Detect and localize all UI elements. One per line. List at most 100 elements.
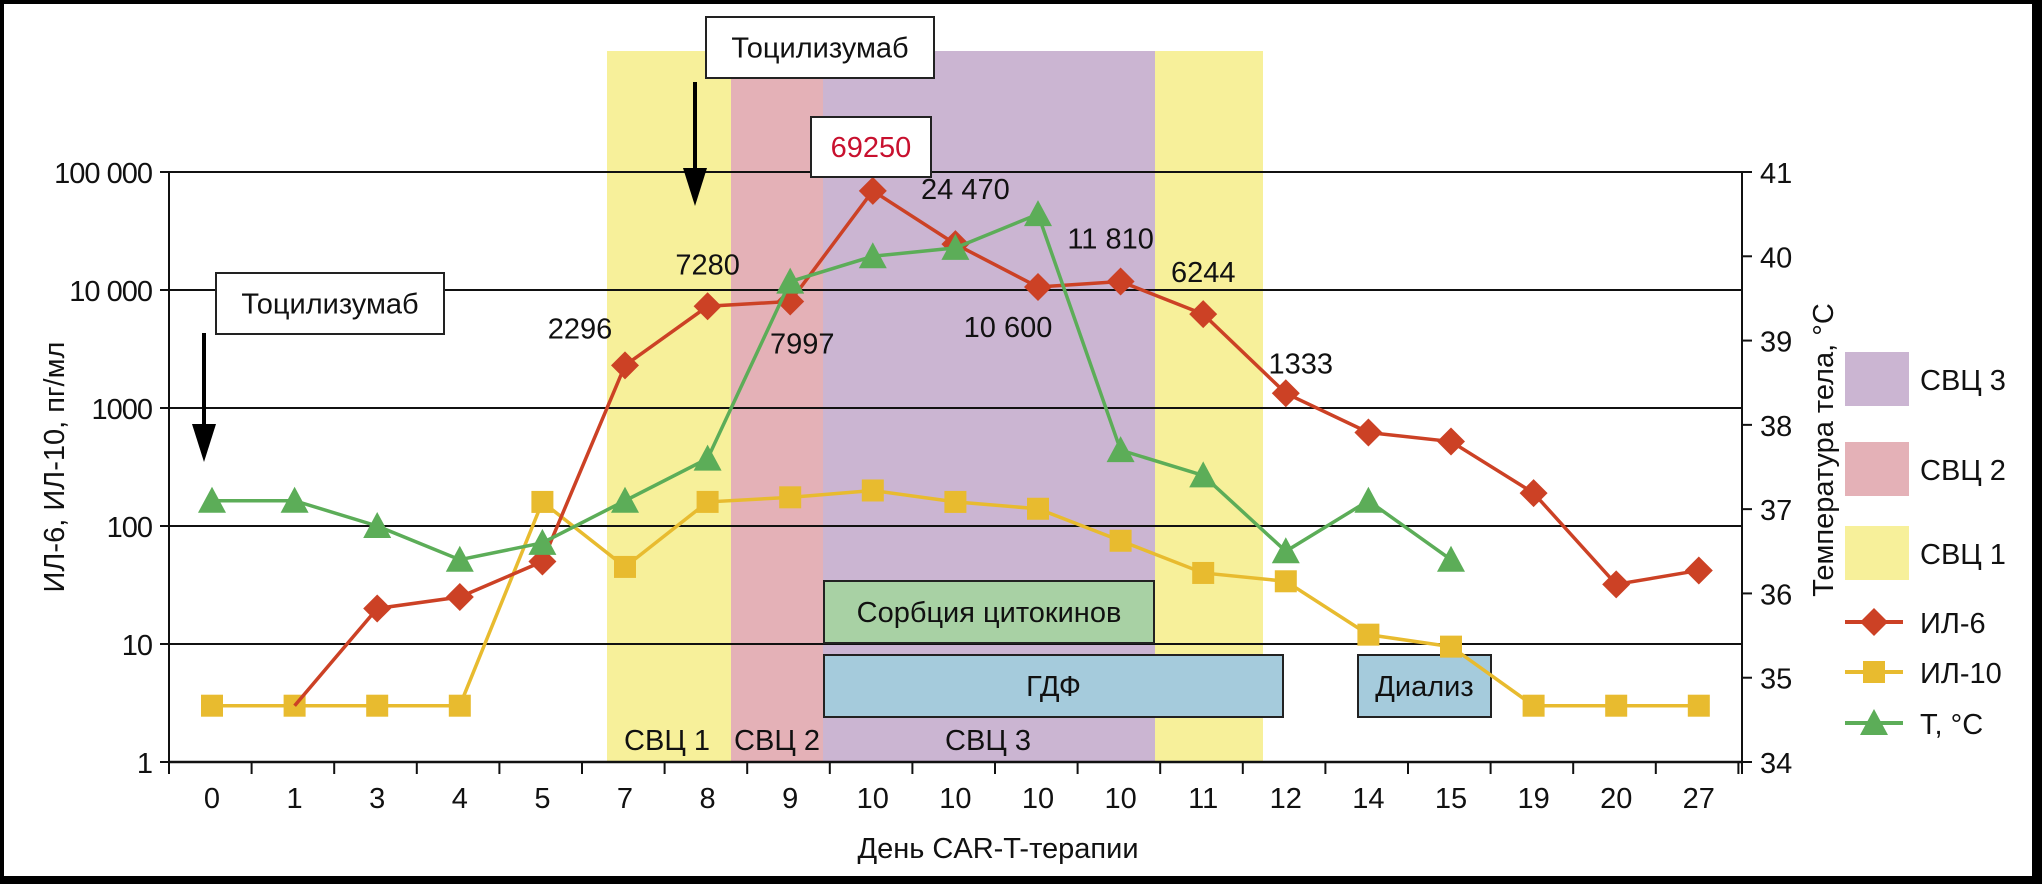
therapy-bar-label: Диализ <box>1375 671 1473 703</box>
data-label: 10 600 <box>964 312 1053 344</box>
y-tick-label: 100 <box>107 512 152 544</box>
annotation-box <box>705 16 935 79</box>
data-point <box>1354 486 1383 513</box>
therapy-bar <box>1357 654 1492 718</box>
y-tick-label: 100 000 <box>54 158 152 190</box>
legend-swatch <box>1845 526 1909 580</box>
legend-marker <box>1860 709 1888 735</box>
data-point <box>1522 694 1545 717</box>
series-1 <box>201 479 1710 717</box>
therapy-bar <box>823 580 1155 644</box>
data-point <box>611 486 639 513</box>
therapy-bar-label: Сорбция цитокинов <box>857 597 1122 629</box>
data-label: 24 470 <box>921 174 1010 206</box>
tocilizumab-annotation: Тоцилизумаб <box>192 272 445 462</box>
y2-tick-label: 34 <box>1760 748 1792 780</box>
phase-band-label: СВЦ 3 <box>945 725 1031 757</box>
series <box>198 176 1713 717</box>
chart-canvas: СВЦ 1 СВЦ 2 СВЦ 3 1 10 100 1000 10 000 100 000 … <box>4 4 2032 876</box>
data-point <box>1684 556 1713 585</box>
data-point <box>858 176 887 205</box>
data-point <box>363 594 392 623</box>
x-tick-label: 10 <box>1104 783 1136 815</box>
y2-tick-label: 39 <box>1760 327 1792 359</box>
series-line <box>293 188 1700 707</box>
data-label: 2296 <box>548 313 613 345</box>
x-tick-label: 20 <box>1600 783 1632 815</box>
x-tick-label: 11 <box>1188 783 1218 815</box>
data-point <box>1437 427 1465 456</box>
y2-tick-label: 41 <box>1760 158 1792 190</box>
therapy-bar-label: ГДФ <box>1026 671 1081 703</box>
data-point <box>1687 694 1710 717</box>
legend-item: СВЦ 3 <box>1845 352 2006 406</box>
x-tick-label: 10 <box>1022 783 1054 815</box>
arrow-down-icon <box>683 168 707 206</box>
x-tick-label: 0 <box>204 783 220 815</box>
data-point <box>1189 461 1218 488</box>
peak-value-label: 69250 <box>831 132 912 164</box>
data-point <box>1354 418 1383 447</box>
x-tick-label: 15 <box>1435 783 1467 815</box>
x-tick-label: 9 <box>782 783 798 815</box>
y2-tick-label: 37 <box>1760 495 1792 527</box>
data-point <box>693 292 722 321</box>
data-point <box>1519 479 1548 508</box>
data-label: 7997 <box>770 328 835 360</box>
phase-band <box>731 51 823 762</box>
x-tick-label: 19 <box>1517 783 1549 815</box>
phase-band-label: СВЦ 1 <box>624 725 710 757</box>
legend-item: СВЦ 2 <box>1845 442 2006 496</box>
legend: СВЦ 3 СВЦ 2 СВЦ 1 ИЛ-6 ИЛ-10 T, °C <box>1845 352 2006 741</box>
data-point <box>944 490 967 513</box>
annotation-label: Тоцилизумаб <box>731 33 908 65</box>
data-point <box>1027 497 1049 520</box>
x-tick-label: 14 <box>1352 783 1384 815</box>
y-axis-title: ИЛ-6, ИЛ-10, пг/мл <box>39 342 71 593</box>
data-point <box>696 490 719 513</box>
data-point <box>1106 267 1135 296</box>
y-tick-label: 1 <box>137 748 152 780</box>
data-point <box>614 555 636 578</box>
data-point <box>776 267 805 294</box>
peak-value-box <box>810 116 932 178</box>
data-point <box>693 444 722 471</box>
data-point <box>198 486 226 513</box>
legend-marker <box>1863 661 1885 683</box>
data-point <box>528 528 557 555</box>
legend-label: СВЦ 3 <box>1920 365 2006 397</box>
legend-label: T, °C <box>1920 709 1983 741</box>
x-axis-title: День CAR-T-терапии <box>857 833 1138 865</box>
legend-label: ИЛ-6 <box>1920 608 1986 640</box>
data-label: 7280 <box>675 249 740 281</box>
data-point <box>366 694 389 717</box>
legend-label: СВЦ 1 <box>1920 539 2006 571</box>
phase-band <box>607 51 731 762</box>
data-point <box>1605 694 1628 717</box>
therapy-bar <box>823 654 1284 718</box>
y2-tick-label: 36 <box>1760 579 1792 611</box>
x-tick-label: 3 <box>369 783 385 815</box>
therapy-bars: Сорбция цитокинов ГДФ Диализ <box>823 580 1492 718</box>
data-point <box>1357 623 1380 646</box>
data-point <box>1024 273 1052 302</box>
y-tick-label: 10 <box>122 630 152 662</box>
data-point <box>1192 561 1215 584</box>
data-point <box>1271 379 1300 408</box>
legend-item: СВЦ 1 <box>1845 526 2006 580</box>
data-label: 11 810 <box>1067 223 1154 255</box>
data-point <box>1440 635 1462 658</box>
data-point <box>531 490 554 513</box>
data-point <box>201 694 223 717</box>
arrow-down-icon <box>192 424 216 462</box>
data-point <box>941 233 970 260</box>
x-tick-label: 8 <box>700 783 716 815</box>
x-tick-label: 7 <box>617 783 633 815</box>
data-label: 6244 <box>1171 257 1236 289</box>
data-point <box>861 479 884 502</box>
data-point <box>445 583 474 612</box>
legend-label: ИЛ-10 <box>1920 658 2002 690</box>
annotation-label: Тоцилизумаб <box>241 289 418 321</box>
